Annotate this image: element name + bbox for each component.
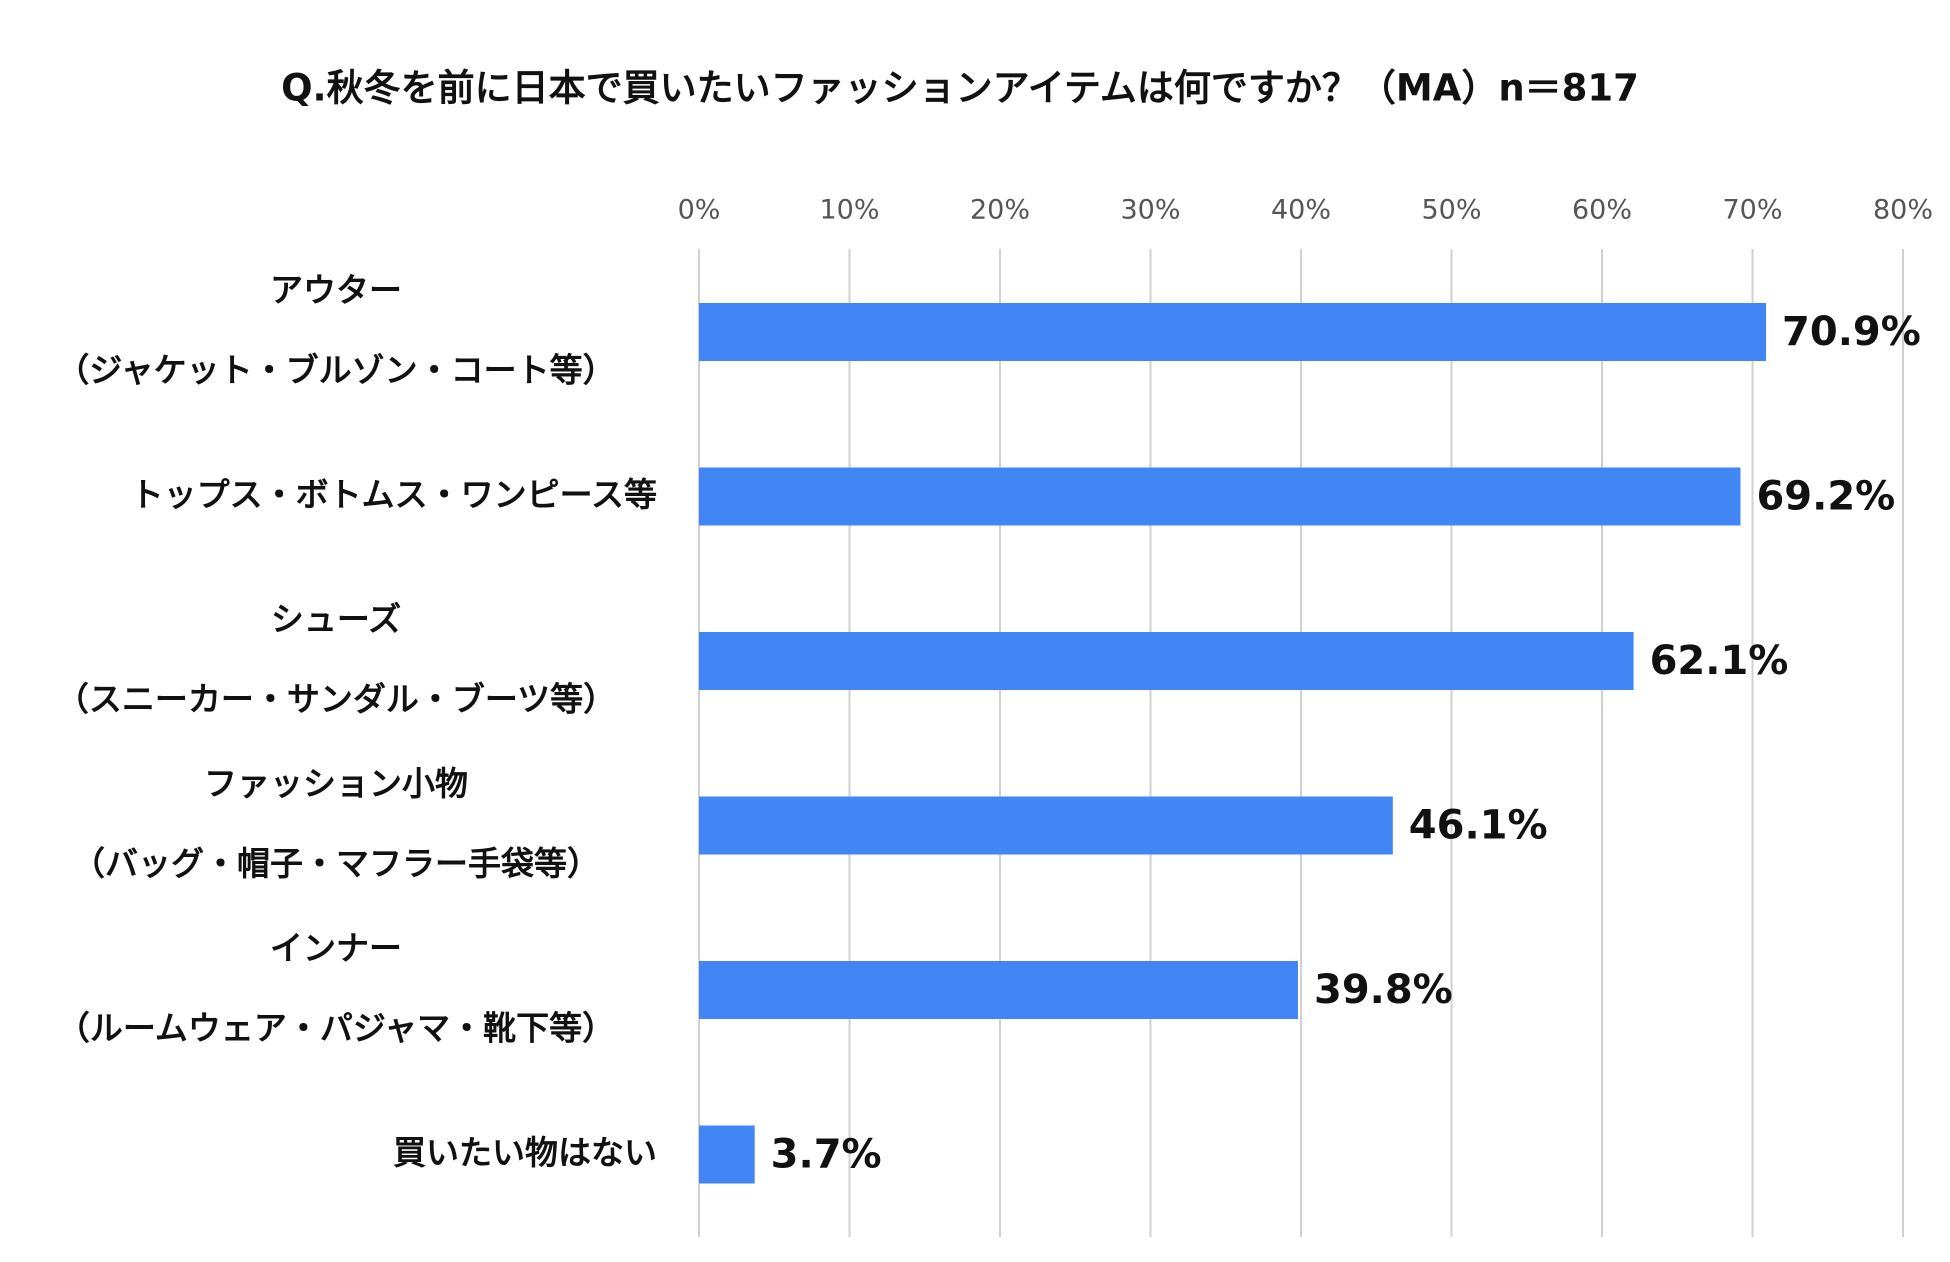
x-tick-label: 10%	[819, 195, 879, 226]
value-label: 39.8%	[1314, 967, 1453, 1013]
y-tick-label: ファッション小物	[204, 764, 468, 803]
bar	[699, 796, 1393, 855]
y-tick-label: （バッグ・帽子・マフラー手袋等）	[72, 844, 600, 883]
x-tick-label: 40%	[1271, 195, 1331, 226]
y-tick-label: （ジャケット・ブルゾン・コート等）	[56, 351, 615, 390]
value-label: 62.1%	[1650, 638, 1789, 684]
x-tick-label: 60%	[1572, 195, 1632, 226]
y-tick-label: シューズ	[271, 600, 401, 639]
y-tick-label: トップス・ボトムス・ワンピース等	[131, 475, 657, 514]
bar	[699, 303, 1767, 361]
value-label: 3.7%	[771, 1132, 882, 1178]
value-label: 46.1%	[1409, 803, 1548, 849]
value-label: 69.2%	[1756, 474, 1895, 520]
y-tick-label: 買いたい物はない	[393, 1133, 657, 1172]
x-tick-label: 70%	[1722, 195, 1782, 226]
y-tick-label: インナー	[270, 929, 402, 968]
x-tick-label: 30%	[1120, 195, 1180, 226]
y-tick-label: （ルームウェア・パジャマ・靴下等）	[57, 1009, 615, 1048]
x-tick-label: 50%	[1421, 195, 1481, 226]
chart-title: Q.秋冬を前に日本で買いたいファッションアイテムは何ですか？（MA）n＝817	[281, 67, 1639, 110]
bar	[699, 467, 1741, 526]
value-label: 70.9%	[1782, 309, 1921, 355]
y-tick-label: アウター	[270, 271, 402, 310]
x-tick-label: 0%	[678, 195, 721, 226]
y-tick-label: （スニーカー・サンダル・ブーツ等）	[56, 680, 616, 719]
x-tick-label: 20%	[970, 195, 1030, 226]
bar	[699, 1125, 755, 1184]
bar	[699, 961, 1298, 1019]
x-tick-label: 80%	[1873, 195, 1933, 226]
bar	[699, 632, 1634, 690]
